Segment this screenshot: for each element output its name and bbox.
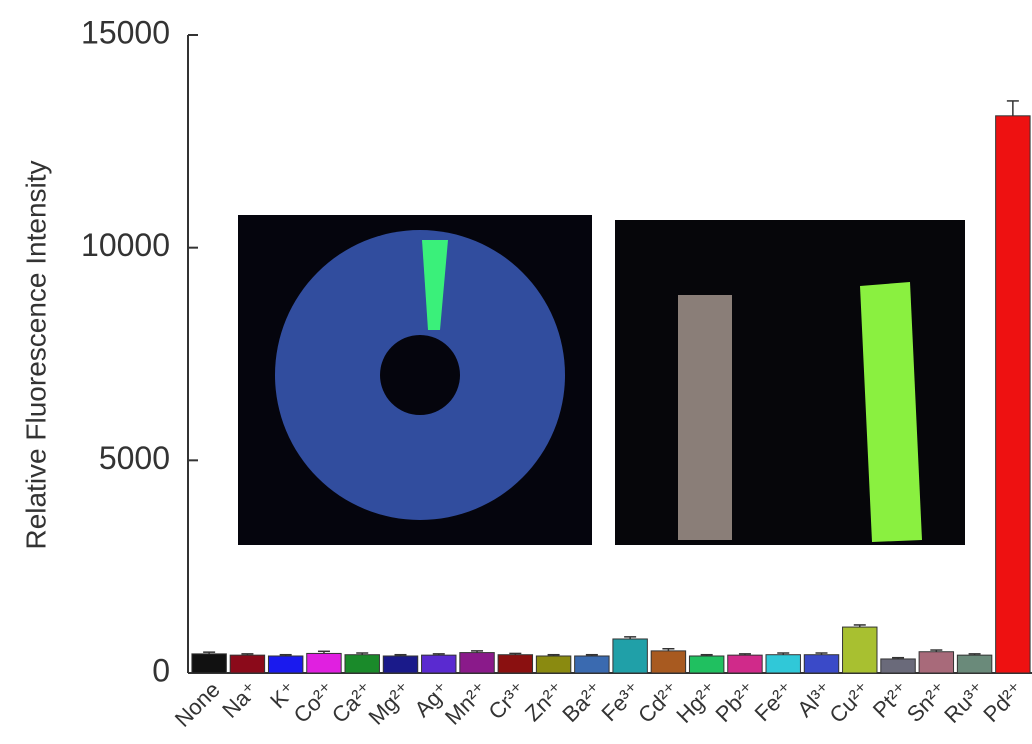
bar <box>881 659 915 673</box>
x-tick-label: Cu²⁺ <box>824 677 875 728</box>
x-tick-label: Hg²⁺ <box>671 677 722 728</box>
y-axis-label: Relative Fluorescence Intensity <box>20 160 51 549</box>
bar <box>230 655 264 673</box>
bar <box>651 651 685 673</box>
disc-hole <box>380 335 460 415</box>
x-tick-label: Mn²⁺ <box>440 677 493 730</box>
bar <box>192 654 226 673</box>
y-tick-label: 0 <box>152 652 170 688</box>
bar <box>843 627 877 673</box>
bar <box>689 656 723 673</box>
strip-control <box>678 295 732 540</box>
bar <box>766 655 800 673</box>
x-tick-label: Cr³⁺ <box>483 677 530 724</box>
bar <box>268 656 302 673</box>
bar <box>460 653 494 673</box>
x-tick-label: Pt²⁺ <box>868 677 914 723</box>
bar <box>804 655 838 673</box>
x-tick-label: Zn²⁺ <box>520 677 569 726</box>
x-tick-label: Pb²⁺ <box>710 677 760 727</box>
x-tick-label: Co²⁺ <box>289 677 340 728</box>
y-tick-label: 5000 <box>99 440 170 476</box>
inset-images <box>238 215 965 545</box>
x-tick-label: Mg²⁺ <box>363 677 416 730</box>
y-tick-label: 10000 <box>81 227 170 263</box>
x-tick-label: Ba²⁺ <box>557 677 607 727</box>
bar <box>728 655 762 673</box>
bar <box>613 639 647 673</box>
bar <box>996 116 1030 673</box>
x-tick-label: Ru³⁺ <box>939 677 990 728</box>
bar <box>422 655 456 673</box>
bar <box>957 655 991 673</box>
x-tick-label: Fe³⁺ <box>597 677 646 726</box>
bar <box>383 656 417 673</box>
chart: Relative Fluorescence Intensity 0 5000 100… <box>0 0 1032 744</box>
bar <box>307 653 341 673</box>
x-tick-label: Pd²⁺ <box>978 677 1028 727</box>
bar <box>919 652 953 673</box>
x-tick-label: Ca²⁺ <box>327 677 378 728</box>
y-tick-label: 15000 <box>81 14 170 50</box>
x-tick-label: Sn²⁺ <box>902 677 952 727</box>
x-tick-label: Cd²⁺ <box>633 677 684 728</box>
x-tick-label: Na⁺ <box>217 677 263 723</box>
bar <box>575 656 609 673</box>
bar <box>498 655 532 673</box>
x-tick-label: Fe²⁺ <box>750 677 799 726</box>
bar <box>345 655 379 673</box>
bar <box>536 656 570 673</box>
